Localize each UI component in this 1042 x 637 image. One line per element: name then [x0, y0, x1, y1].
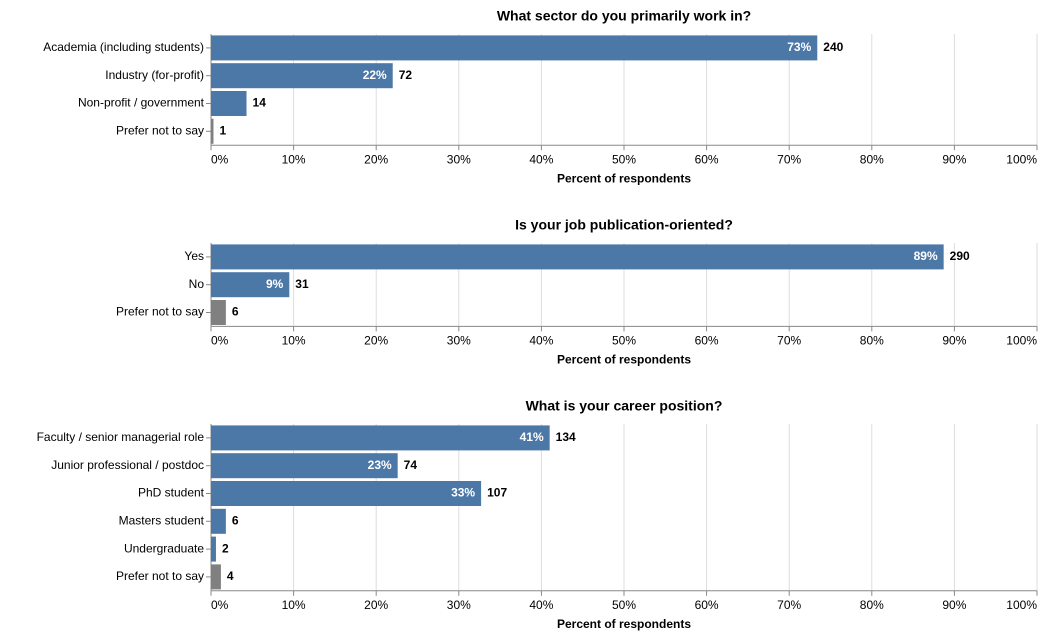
bar: [211, 425, 550, 451]
x-tick-label: 30%: [447, 598, 471, 612]
x-tick-label: 100%: [1006, 334, 1037, 348]
percent-label: 22%: [363, 68, 387, 82]
x-tick-label: 90%: [942, 334, 966, 348]
count-label: 134: [556, 430, 576, 444]
y-tick-label: Academia (including students): [43, 40, 204, 54]
percent-label: 33%: [451, 486, 475, 500]
x-tick-label: 60%: [695, 334, 719, 348]
x-tick-label: 20%: [364, 598, 388, 612]
percent-label: 23%: [368, 458, 392, 472]
x-tick-label: 0%: [211, 152, 229, 166]
x-axis-title: Percent of respondents: [557, 617, 691, 631]
x-tick-label: 50%: [612, 152, 636, 166]
x-tick-label: 80%: [860, 598, 884, 612]
x-tick-label: 70%: [777, 598, 801, 612]
bar: [211, 508, 226, 534]
percent-label: 41%: [520, 430, 544, 444]
y-tick-label: Prefer not to say: [116, 305, 204, 319]
x-tick-label: 20%: [364, 152, 388, 166]
bar: [211, 481, 482, 506]
y-tick-label: Yes: [184, 249, 204, 263]
x-tick-label: 80%: [860, 152, 884, 166]
y-tick-label: No: [189, 277, 205, 291]
x-tick-label: 60%: [695, 598, 719, 612]
x-tick-label: 70%: [777, 334, 801, 348]
x-tick-label: 30%: [447, 152, 471, 166]
bar: [211, 91, 247, 116]
x-tick-label: 40%: [529, 598, 553, 612]
x-tick-label: 40%: [529, 334, 553, 348]
x-tick-label: 0%: [211, 334, 229, 348]
bar: [211, 536, 216, 562]
count-label: 4: [227, 569, 234, 583]
x-tick-label: 30%: [447, 334, 471, 348]
chart-title: What is your career position?: [526, 398, 723, 414]
x-tick-label: 60%: [695, 152, 719, 166]
y-tick-label: Undergraduate: [124, 541, 204, 555]
y-tick-label: Faculty / senior managerial role: [37, 430, 205, 444]
percent-label: 9%: [266, 277, 284, 291]
y-tick-label: Junior professional / postdoc: [51, 458, 204, 472]
x-tick-label: 40%: [529, 152, 553, 166]
x-tick-label: 70%: [777, 152, 801, 166]
bar: [211, 35, 818, 61]
y-tick-label: Masters student: [119, 513, 205, 527]
x-tick-label: 10%: [282, 152, 306, 166]
y-tick-label: Industry (for-profit): [105, 68, 204, 82]
x-tick-label: 90%: [942, 152, 966, 166]
x-tick-label: 10%: [282, 334, 306, 348]
bar: [211, 300, 226, 325]
count-label: 14: [253, 96, 267, 110]
chart-title: What sector do you primarily work in?: [497, 8, 751, 24]
x-tick-label: 50%: [612, 334, 636, 348]
x-tick-label: 50%: [612, 598, 636, 612]
count-label: 6: [232, 513, 239, 527]
bar: [211, 564, 221, 590]
x-tick-label: 90%: [942, 598, 966, 612]
count-label: 72: [399, 68, 413, 82]
count-label: 1: [219, 123, 226, 137]
y-tick-label: Prefer not to say: [116, 569, 204, 583]
y-tick-label: Prefer not to say: [116, 123, 204, 137]
bar: [211, 63, 393, 89]
x-tick-label: 100%: [1006, 598, 1037, 612]
count-label: 2: [222, 541, 229, 555]
x-tick-label: 80%: [860, 334, 884, 348]
bar: [211, 118, 214, 144]
percent-label: 89%: [914, 249, 938, 263]
percent-label: 73%: [787, 40, 811, 54]
x-tick-label: 10%: [282, 598, 306, 612]
x-tick-label: 0%: [211, 598, 229, 612]
x-tick-label: 100%: [1006, 152, 1037, 166]
count-label: 6: [232, 305, 239, 319]
count-label: 107: [487, 486, 507, 500]
bar: [211, 453, 398, 479]
y-tick-label: PhD student: [138, 486, 205, 500]
x-axis-title: Percent of respondents: [557, 171, 691, 185]
y-tick-label: Non-profit / government: [78, 96, 205, 110]
count-label: 240: [823, 40, 843, 54]
bar: [211, 244, 944, 270]
count-label: 290: [950, 249, 970, 263]
x-tick-label: 20%: [364, 334, 388, 348]
x-axis-title: Percent of respondents: [557, 353, 691, 367]
chart-title: Is your job publication-oriented?: [515, 217, 733, 233]
count-label: 31: [295, 277, 309, 291]
count-label: 74: [404, 458, 418, 472]
bar: [211, 272, 290, 298]
